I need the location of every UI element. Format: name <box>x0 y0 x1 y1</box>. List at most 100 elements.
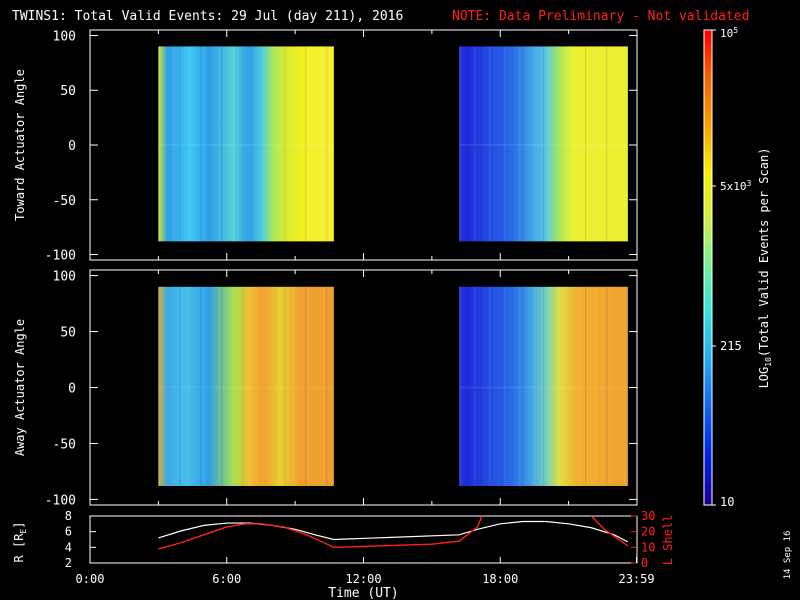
away-stripe <box>218 286 220 486</box>
away-stripe <box>179 286 181 486</box>
toward-stripe <box>233 46 235 242</box>
colorbar-bottom-label: 10 <box>720 495 734 509</box>
colorbar-label-rest: (Total Valid Events per Scan) <box>757 148 771 358</box>
toward-stripe <box>173 46 175 242</box>
away-stripe <box>579 286 581 486</box>
toward-stripe <box>585 46 587 242</box>
time-xtick-label: 18:00 <box>482 572 518 586</box>
away-stripe <box>489 286 491 486</box>
time-xlabel: Time (UT) <box>328 586 398 600</box>
toward-stripe <box>609 46 611 242</box>
colorbar-label-main: LOG <box>757 367 771 389</box>
toward-stripe <box>459 46 461 242</box>
away-stripe <box>326 286 328 486</box>
time-xtick-label: 6:00 <box>212 572 241 586</box>
colorbar-mid-base: 5x10 <box>720 180 747 193</box>
toward-stripe <box>293 46 295 242</box>
r-ytick-label: 6 <box>65 525 72 539</box>
colorbar-mid-label: 5x103 <box>720 179 752 193</box>
toward-stripe <box>519 46 521 242</box>
away-stripe <box>200 286 202 486</box>
toward-stripe <box>179 46 181 242</box>
toward-stripe <box>326 46 328 242</box>
away-ytick-label: -50 <box>53 437 76 452</box>
away-stripe <box>242 286 244 486</box>
toward-stripe <box>305 46 307 242</box>
away-stripe <box>459 286 461 486</box>
lshell-ytick-label: 0 <box>641 556 648 570</box>
away-stripe <box>293 286 295 486</box>
toward-stripe <box>284 46 286 242</box>
away-stripe <box>203 286 205 486</box>
away-ylabel: Away Actuator Angle <box>13 319 27 456</box>
toward-ytick-label: -50 <box>53 194 76 209</box>
away-stripe <box>480 286 482 486</box>
toward-stripe <box>534 46 536 242</box>
away-stripe <box>504 286 506 486</box>
away-data-block-0 <box>158 286 334 486</box>
away-stripe <box>549 286 551 486</box>
away-stripe <box>594 286 596 486</box>
toward-ytick-label: -100 <box>45 249 76 264</box>
away-stripe <box>173 286 175 486</box>
toward-stripe <box>474 46 476 242</box>
toward-stripe <box>323 46 325 242</box>
toward-ylabel: Toward Actuator Angle <box>13 69 27 221</box>
away-stripe <box>564 286 566 486</box>
away-stripe <box>158 286 160 486</box>
colorbar-low-label: 215 <box>720 339 742 353</box>
toward-stripe <box>579 46 581 242</box>
colorbar-top-base: 10 <box>720 27 733 40</box>
toward-stripe <box>221 46 223 242</box>
toward-stripe <box>549 46 551 242</box>
away-stripe <box>188 286 190 486</box>
radius-ylabel-close: ] <box>12 522 26 529</box>
toward-stripe <box>522 46 524 242</box>
lshell-series-line-1 <box>590 515 629 547</box>
toward-stripe <box>248 46 250 242</box>
toward-stripe <box>308 46 310 242</box>
r-ytick-label: 8 <box>65 509 72 523</box>
toward-stripe <box>606 46 608 242</box>
toward-stripe <box>624 46 626 242</box>
time-xtick-label: 0:00 <box>76 572 105 586</box>
toward-stripe <box>480 46 482 242</box>
toward-stripe <box>200 46 202 242</box>
generation-date: 14 Sep 16 <box>783 531 793 580</box>
away-stripe <box>323 286 325 486</box>
away-stripe <box>624 286 626 486</box>
away-ytick-label: 100 <box>53 270 76 285</box>
lshell-ylabel: L Shell <box>661 515 675 566</box>
toward-stripe <box>158 46 160 242</box>
toward-zero-band <box>158 144 334 146</box>
toward-stripe <box>203 46 205 242</box>
r-ytick-label: 4 <box>65 540 72 554</box>
away-stripe <box>519 286 521 486</box>
away-zero-band <box>158 386 334 389</box>
away-stripe <box>305 286 307 486</box>
colorbar-top-label: 105 <box>720 26 738 40</box>
orbit-panel-frame <box>89 515 638 564</box>
toward-stripe <box>263 46 265 242</box>
away-data-block-1 <box>459 286 628 486</box>
away-stripe <box>221 286 223 486</box>
chart-title: TWINS1: Total Valid Events: 29 Jul (day … <box>12 9 403 24</box>
away-stripe <box>263 286 265 486</box>
r-ytick-label: 2 <box>65 556 72 570</box>
lshell-ytick-label: 10 <box>641 540 655 554</box>
toward-stripe <box>501 46 503 242</box>
toward-stripe <box>564 46 566 242</box>
time-xtick-label: 23:59 <box>618 572 654 586</box>
away-stripe <box>585 286 587 486</box>
away-stripe <box>278 286 280 486</box>
toward-stripe <box>188 46 190 242</box>
away-stripe <box>543 286 545 486</box>
away-stripe <box>501 286 503 486</box>
colorbar-top-exp: 5 <box>733 26 738 35</box>
away-stripe <box>606 286 608 486</box>
colorbar-label: LOG10(Total Valid Events per Scan) <box>757 148 773 389</box>
toward-data-block-0 <box>158 46 334 242</box>
away-stripe <box>609 286 611 486</box>
away-stripe <box>308 286 310 486</box>
